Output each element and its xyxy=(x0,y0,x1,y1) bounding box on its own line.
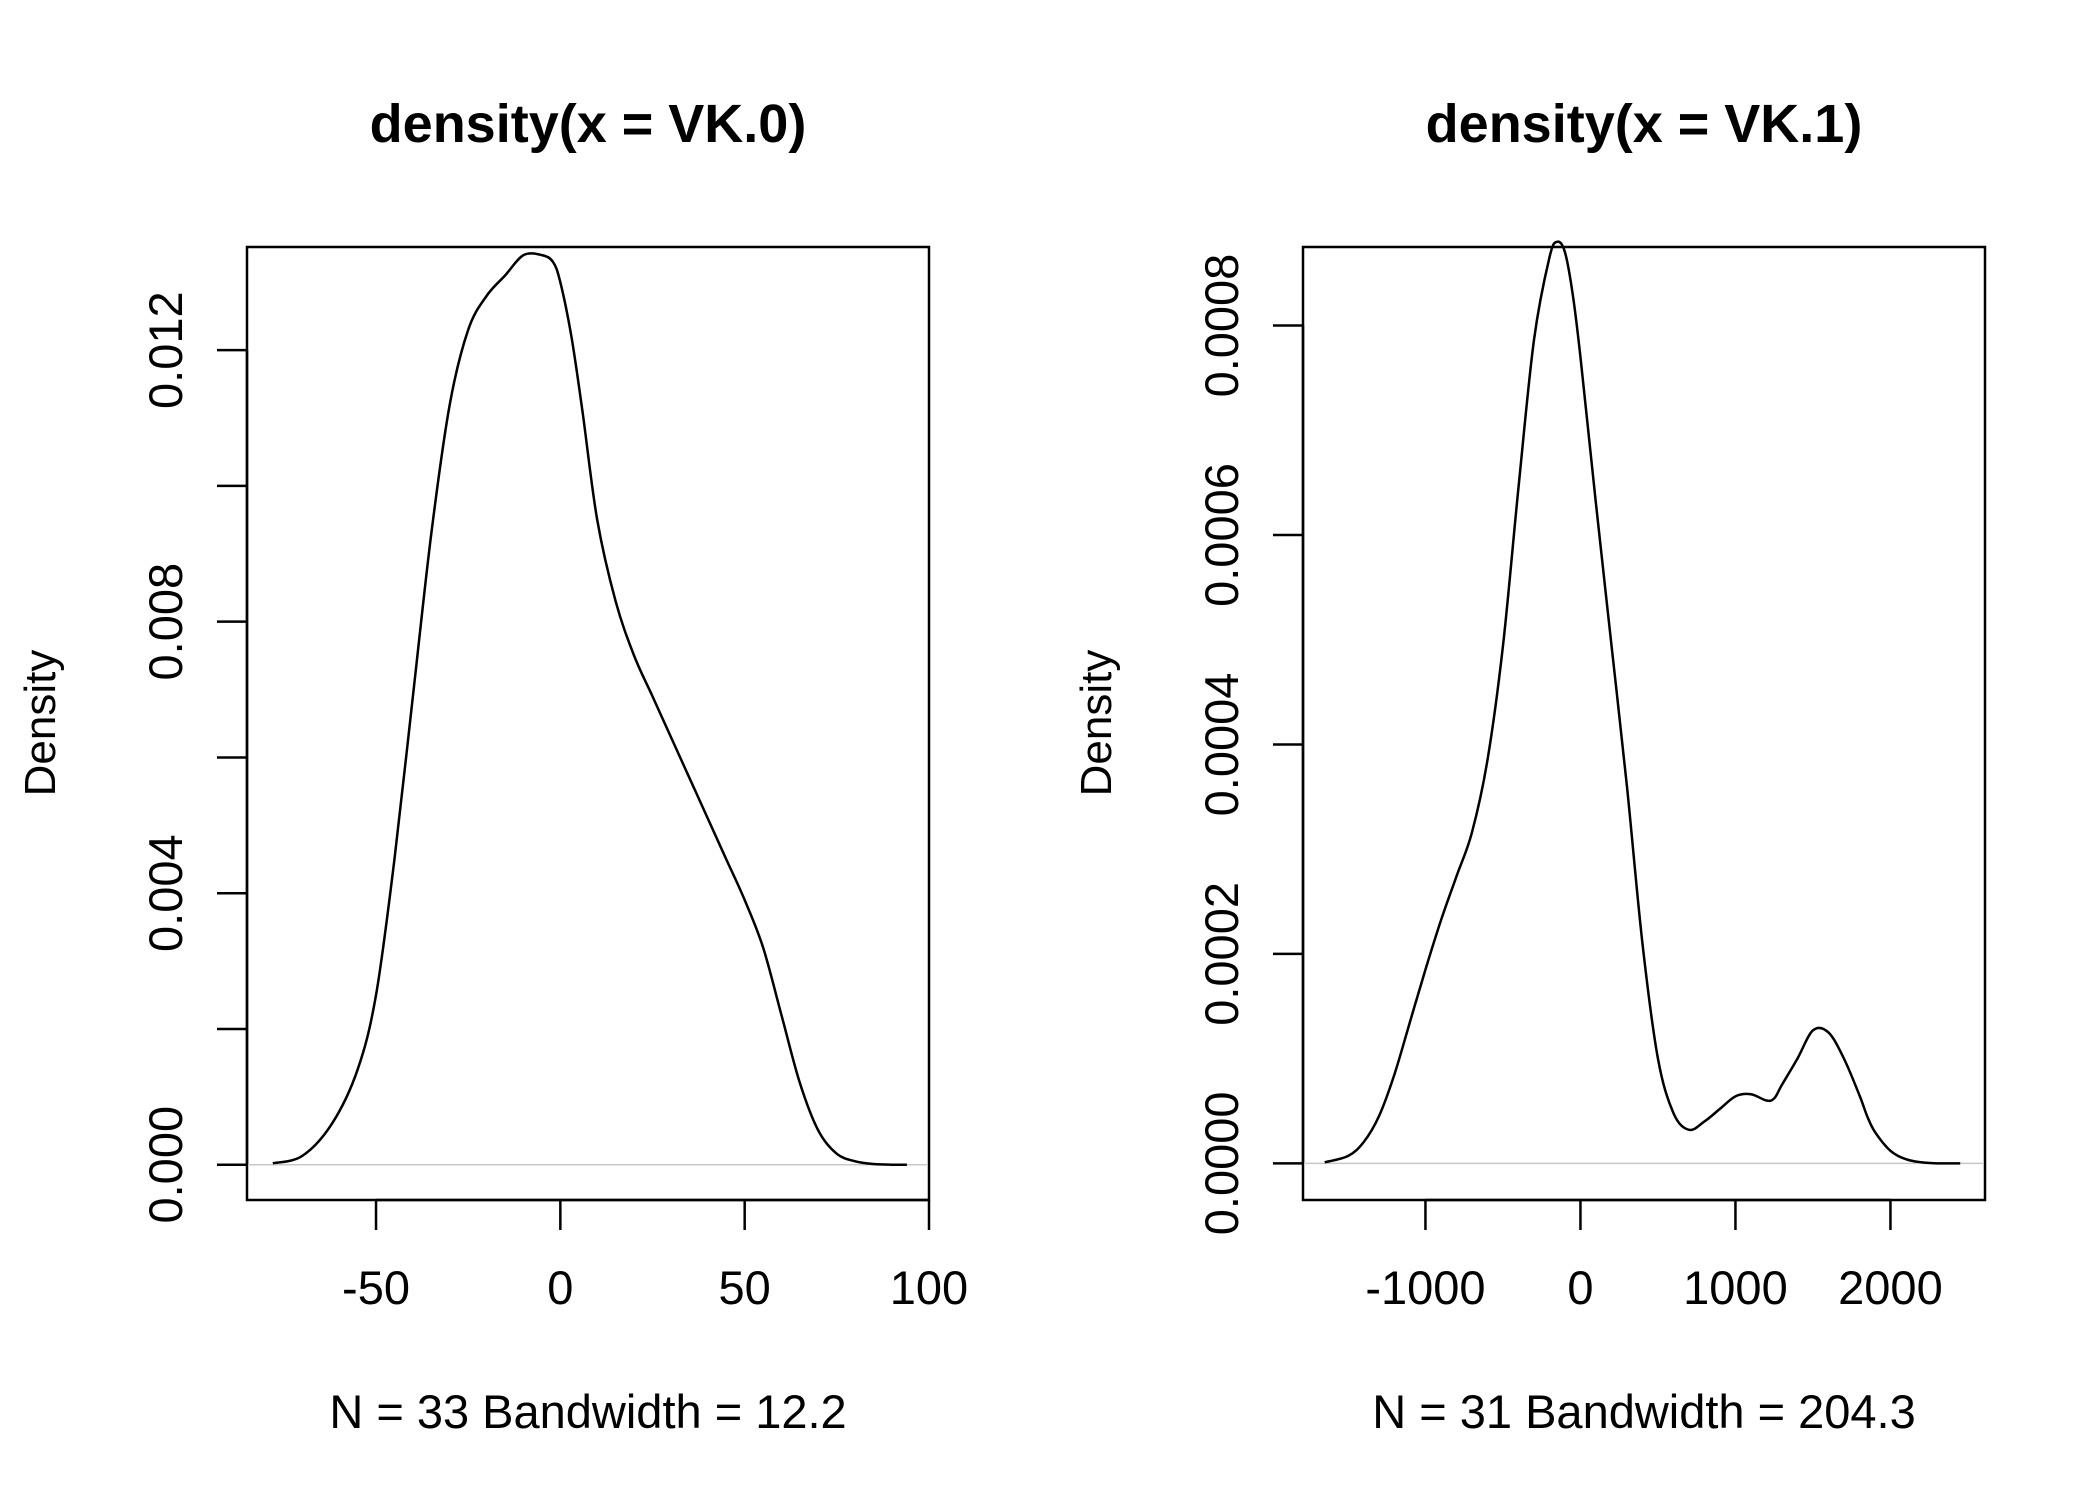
y-tick-label: 0.0004 xyxy=(1195,673,1248,817)
y-tick-label: 0.0006 xyxy=(1195,463,1248,607)
plot-frame xyxy=(245,245,931,1202)
x-axis: -1000 0 1000 2000 xyxy=(1365,1198,1943,1314)
density-panel-vk0: density(x = VK.0) Density N = 33 Bandwid… xyxy=(16,94,968,1438)
y-axis: 0.0000 0.0002 0.0004 0.0006 0.0008 xyxy=(1195,254,1305,1235)
x-tick-label: 1000 xyxy=(1683,1261,1788,1314)
series-layer xyxy=(272,252,907,1167)
x-tick-label: 50 xyxy=(719,1261,771,1314)
x-tick-label: -1000 xyxy=(1365,1261,1485,1314)
x-axis-label: N = 31 Bandwidth = 204.3 xyxy=(1372,1385,1916,1438)
x-tick-label: 0 xyxy=(1567,1261,1593,1314)
x-axis-label: N = 33 Bandwidth = 12.2 xyxy=(329,1385,846,1438)
density-panel-vk1: density(x = VK.1) Density N = 31 Bandwid… xyxy=(1072,94,1987,1438)
y-tick-label: 0.0000 xyxy=(1195,1091,1248,1235)
x-tick-label: -50 xyxy=(342,1261,410,1314)
chart-title: density(x = VK.0) xyxy=(370,94,807,154)
series-layer xyxy=(1324,240,1961,1165)
density-curve xyxy=(1324,240,1961,1165)
x-tick-label: 2000 xyxy=(1838,1261,1943,1314)
x-axis: -50 0 50 100 xyxy=(342,1198,968,1314)
density-curve xyxy=(272,252,907,1167)
y-tick-label: 0.012 xyxy=(139,291,192,409)
y-tick-label: 0.004 xyxy=(139,834,192,952)
y-tick-label: 0.0008 xyxy=(1195,254,1248,398)
y-tick-label: 0.008 xyxy=(139,563,192,681)
y-axis: 0.000 0.004 0.008 0.012 xyxy=(139,291,249,1224)
y-axis-label: Density xyxy=(1072,650,1121,797)
x-tick-label: 100 xyxy=(890,1261,968,1314)
y-axis-label: Density xyxy=(16,650,65,797)
x-tick-label: 0 xyxy=(547,1261,573,1314)
y-tick-label: 0.000 xyxy=(139,1106,192,1224)
chart-title: density(x = VK.1) xyxy=(1426,94,1863,154)
y-tick-label: 0.0002 xyxy=(1195,882,1248,1026)
plot-frame xyxy=(1301,245,1987,1202)
